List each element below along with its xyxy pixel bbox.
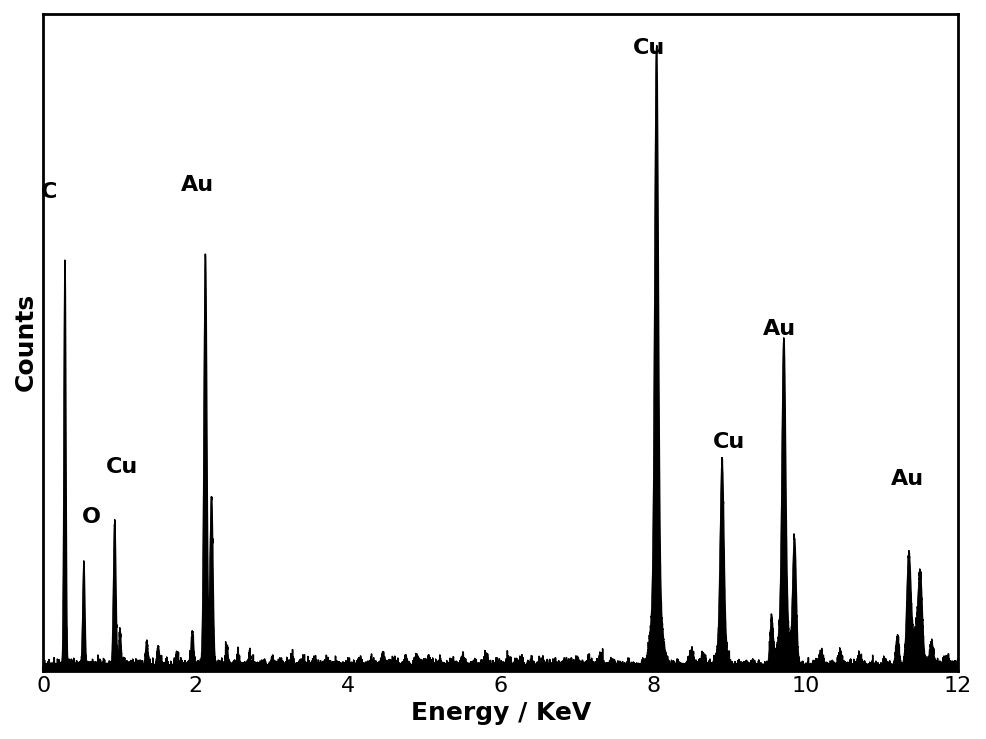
Text: Cu: Cu	[106, 457, 138, 477]
Y-axis label: Counts: Counts	[14, 293, 37, 392]
Text: Cu: Cu	[632, 38, 665, 58]
Text: Cu: Cu	[713, 432, 745, 452]
Text: C: C	[41, 182, 57, 202]
Text: Au: Au	[180, 175, 214, 195]
Text: Au: Au	[763, 319, 797, 339]
Text: O: O	[82, 507, 101, 527]
Text: Au: Au	[891, 469, 924, 489]
X-axis label: Energy / KeV: Energy / KeV	[410, 701, 591, 725]
